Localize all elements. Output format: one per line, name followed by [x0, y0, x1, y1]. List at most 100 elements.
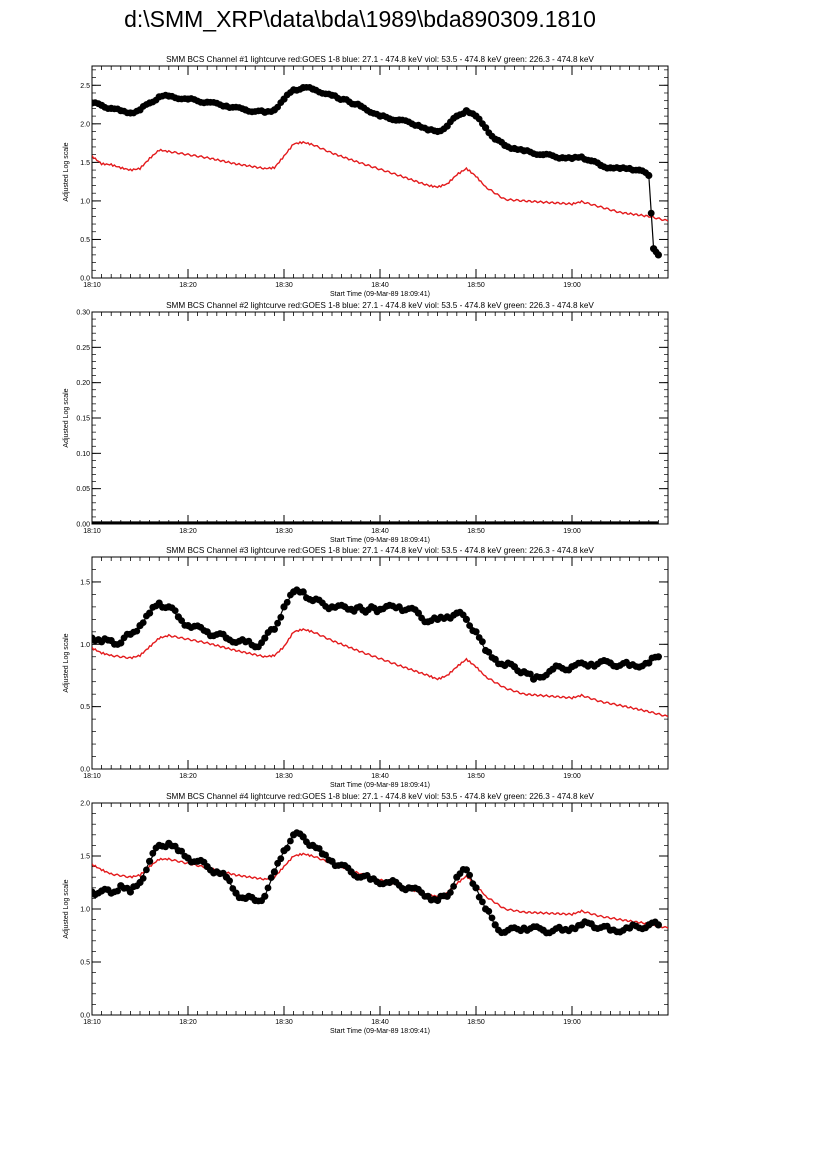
y-tick-label: 0.05 — [76, 486, 90, 493]
bcs-point — [603, 658, 611, 665]
y-tick-label: 0.25 — [76, 345, 90, 352]
y-tick-label: 1.5 — [80, 160, 90, 167]
series-layer — [92, 586, 668, 718]
chart-panel-1: SMM BCS Channel #1 lightcurve red:GOES 1… — [63, 55, 669, 298]
bcs-point — [123, 884, 131, 892]
bcs-point — [575, 922, 582, 929]
y-axis-label: Adjusted Log scale — [63, 142, 70, 201]
bcs-point — [114, 887, 121, 895]
bcs-point — [239, 636, 246, 643]
bcs-point — [296, 86, 304, 93]
x-tick-label: 18:20 — [179, 1019, 197, 1026]
bcs-point — [507, 660, 515, 668]
bcs-point — [373, 608, 381, 616]
x-tick-label: 19:00 — [563, 528, 581, 535]
bcs-point — [603, 922, 611, 930]
bcs-point — [152, 602, 160, 610]
bcs-point — [226, 877, 234, 885]
bcs-point — [383, 879, 390, 886]
series-layer — [92, 84, 668, 259]
bcs-point — [488, 914, 496, 922]
x-tick-label: 18:10 — [83, 528, 101, 535]
bcs-point — [152, 844, 160, 852]
x-tick-label: 18:40 — [371, 1019, 389, 1026]
bcs-point — [123, 109, 131, 117]
y-axis-label: Adjusted Log scale — [63, 633, 70, 692]
bcs-point — [652, 248, 660, 256]
bcs-point — [536, 151, 544, 159]
x-axis-label: Start Time (09-Mar-89 18:09:41) — [330, 537, 430, 544]
bcs-point — [623, 658, 630, 666]
x-tick-label: 18:20 — [179, 773, 197, 780]
bcs-point — [296, 588, 304, 596]
bcs-point — [485, 648, 493, 656]
bcs-point — [507, 145, 515, 153]
bcs-point — [469, 880, 477, 887]
bcs-point — [392, 604, 400, 612]
bcs-point — [143, 101, 150, 108]
bcs-point — [133, 627, 141, 635]
bcs-point — [651, 918, 659, 926]
bcs-point — [373, 110, 381, 118]
y-tick-label: 0.10 — [76, 451, 90, 458]
bcs-point — [248, 893, 256, 901]
bcs-point — [146, 857, 154, 865]
y-tick-label: 0.20 — [76, 380, 90, 387]
bcs-point — [603, 164, 611, 172]
bcs-point — [270, 868, 278, 876]
bcs-point — [325, 856, 333, 864]
bcs-point — [613, 164, 621, 171]
bcs-point — [267, 108, 275, 115]
bcs-point — [402, 886, 409, 894]
bcs-point — [421, 618, 429, 626]
bcs-point — [517, 927, 525, 935]
bcs-point — [258, 897, 265, 905]
bcs-point — [440, 125, 448, 133]
y-tick-label: 1.5 — [80, 854, 90, 861]
page-title: d:\SMM_XRP\data\bda\1989\bda890309.1810 — [124, 6, 596, 32]
bcs-point — [565, 666, 573, 674]
bcs-point — [277, 99, 285, 106]
y-tick-label: 1.0 — [80, 907, 90, 914]
x-axis-label: Start Time (09-Mar-89 18:09:41) — [330, 1028, 430, 1035]
bcs-point — [546, 667, 553, 675]
bcs-point — [647, 209, 655, 217]
bcs-point — [488, 654, 496, 661]
plot-frame — [91, 802, 669, 1016]
bcs-point — [258, 639, 265, 647]
chart-title: SMM BCS Channel #3 lightcurve red:GOES 1… — [166, 546, 594, 555]
bcs-point — [469, 627, 477, 635]
chart-panel-3: SMM BCS Channel #3 lightcurve red:GOES 1… — [63, 546, 669, 789]
bcs-point — [411, 606, 419, 613]
bcs-point — [200, 627, 208, 634]
bcs-point — [133, 882, 141, 890]
bcs-point — [283, 844, 291, 852]
bcs-point — [623, 165, 630, 173]
bcs-point — [277, 855, 285, 863]
bcs-point — [171, 607, 179, 614]
bcs-point — [181, 95, 189, 102]
y-tick-label: 0.5 — [80, 960, 90, 967]
bcs-point — [104, 105, 112, 112]
x-tick-label: 18:40 — [371, 282, 389, 289]
y-tick-label: 2.5 — [80, 83, 90, 90]
x-tick-label: 18:50 — [467, 282, 485, 289]
bcs-point — [565, 927, 573, 935]
bcs-point — [488, 132, 496, 140]
bcs-point — [200, 99, 208, 107]
y-tick-label: 0.00 — [76, 522, 90, 529]
chart-panel-2: SMM BCS Channel #2 lightcurve red:GOES 1… — [63, 301, 669, 544]
bcs-point — [466, 622, 473, 629]
bcs-point — [466, 871, 473, 879]
bcs-point — [178, 617, 186, 624]
series-layer — [92, 829, 668, 937]
bcs-point — [287, 591, 294, 599]
bcs-point — [469, 110, 477, 118]
bcs-point — [95, 100, 102, 108]
x-tick-label: 18:40 — [371, 528, 389, 535]
bcs-point — [354, 100, 362, 108]
bcs-point — [642, 924, 649, 932]
bcs-point — [421, 893, 429, 900]
chart-panel-4: SMM BCS Channel #4 lightcurve red:GOES 1… — [63, 792, 669, 1035]
bcs-point — [229, 885, 237, 892]
